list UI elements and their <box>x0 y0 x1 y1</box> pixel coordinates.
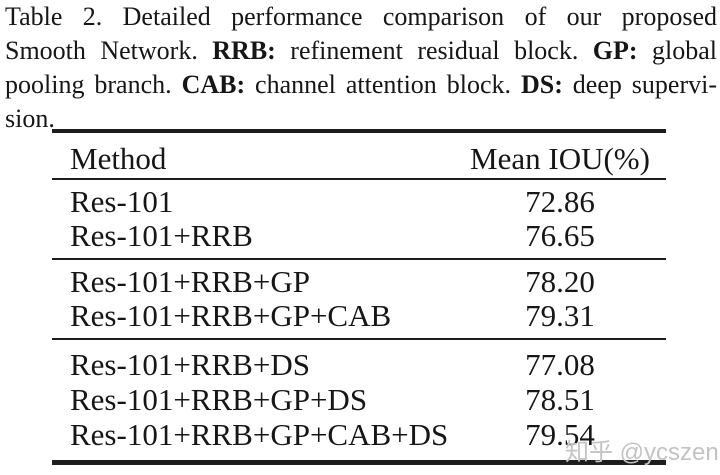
mean-iou-cell: 78.20 <box>525 264 595 299</box>
method-cell: Res-101+RRB+GP+DS <box>70 382 368 417</box>
mean-iou-cell: 77.08 <box>525 347 595 382</box>
method-column-header: Method <box>70 140 167 176</box>
table-rule-top <box>52 129 666 133</box>
table-row: Res-101+RRB+GP+CAB 79.31 <box>52 299 666 333</box>
caption-line-4: sion. <box>5 102 717 136</box>
caption-line-2: Smooth Network. RRB: refinement residual… <box>5 34 717 68</box>
method-cell: Res-101+RRB+DS <box>70 347 310 382</box>
table-row: Res-101+RRB+GP+CAB+DS 79.54 <box>52 417 666 452</box>
table-section-3: Res-101+RRB+DS 77.08 Res-101+RRB+GP+DS 7… <box>52 340 666 460</box>
caption-abbrev-rrb: RRB: <box>212 36 276 65</box>
mean-iou-column-header: Mean IOU(%) <box>470 140 650 176</box>
table-rule-mid-1 <box>52 258 666 260</box>
mean-iou-cell: 78.51 <box>525 382 595 417</box>
method-cell: Res-101+RRB+GP <box>70 264 310 299</box>
method-cell: Res-101+RRB <box>70 218 253 253</box>
table-rule-bottom <box>52 460 666 465</box>
mean-iou-cell: 72.86 <box>525 184 595 219</box>
caption-text: pooling branch. <box>5 70 182 99</box>
table-row: Res-101+RRB+GP 78.20 <box>52 265 666 299</box>
caption-abbrev-cab: CAB: <box>181 70 246 99</box>
caption-abbrev-ds: DS: <box>520 70 563 99</box>
caption-text: sion. <box>5 104 55 133</box>
table-row: Res-101+RRB+DS 77.08 <box>52 347 666 382</box>
caption-text: Smooth Network. <box>5 36 213 65</box>
method-cell: Res-101+RRB+GP+CAB+DS <box>70 417 449 452</box>
method-cell: Res-101+RRB+GP+CAB <box>70 298 392 333</box>
caption-line-1: Table 2. Detailed performance comparison… <box>5 0 717 34</box>
table-header-row: Method Mean IOU(%) <box>52 133 666 178</box>
caption-text: deep supervi- <box>562 70 718 99</box>
method-cell: Res-101 <box>70 184 174 219</box>
mean-iou-cell: 79.54 <box>525 417 595 452</box>
table-row: Res-101 72.86 <box>52 185 666 219</box>
caption-line-3: pooling branch. CAB: channel attention b… <box>5 68 717 102</box>
table-row: Res-101+RRB+GP+DS 78.51 <box>52 382 666 417</box>
caption-text: channel attention block. <box>245 70 521 99</box>
table-section-1: Res-101 72.86 Res-101+RRB 76.65 <box>52 180 666 258</box>
table-rule-header <box>52 178 666 180</box>
table-section-2: Res-101+RRB+GP 78.20 Res-101+RRB+GP+CAB … <box>52 260 666 338</box>
mean-iou-cell: 76.65 <box>525 218 595 253</box>
caption-abbrev-gp: GP: <box>592 36 638 65</box>
zhihu-watermark: 知乎 @ycszen <box>565 439 719 466</box>
results-table: Method Mean IOU(%) Res-101 72.86 Res-101… <box>52 129 666 465</box>
table-caption: Table 2. Detailed performance comparison… <box>5 0 717 136</box>
table-rule-mid-2 <box>52 338 666 340</box>
caption-text: Table 2. Detailed performance comparison… <box>5 2 717 31</box>
mean-iou-cell: 79.31 <box>525 298 595 333</box>
caption-text: global <box>637 36 717 65</box>
table-row: Res-101+RRB 76.65 <box>52 219 666 253</box>
caption-text: refinement residual block. <box>275 36 593 65</box>
